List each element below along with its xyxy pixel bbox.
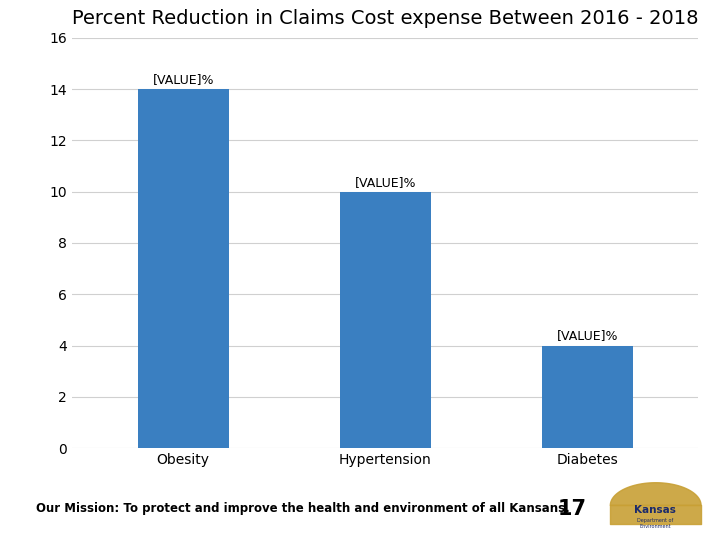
Bar (340, 192, 431, 448)
Text: Department of
Environment: Department of Environment (637, 518, 673, 529)
Text: [VALUE]%: [VALUE]% (354, 176, 416, 188)
Text: Our Mission: To protect and improve the health and environment of all Kansans.: Our Mission: To protect and improve the … (36, 502, 570, 516)
Text: [VALUE]%: [VALUE]% (557, 329, 618, 342)
Bar (542, 346, 633, 448)
Title: Percent Reduction in Claims Cost expense Between 2016 - 2018: Percent Reduction in Claims Cost expense… (72, 9, 698, 28)
Bar (138, 89, 229, 448)
Text: Kansas: Kansas (634, 505, 676, 515)
Text: 17: 17 (558, 499, 587, 519)
Text: [VALUE]%: [VALUE]% (153, 73, 214, 86)
